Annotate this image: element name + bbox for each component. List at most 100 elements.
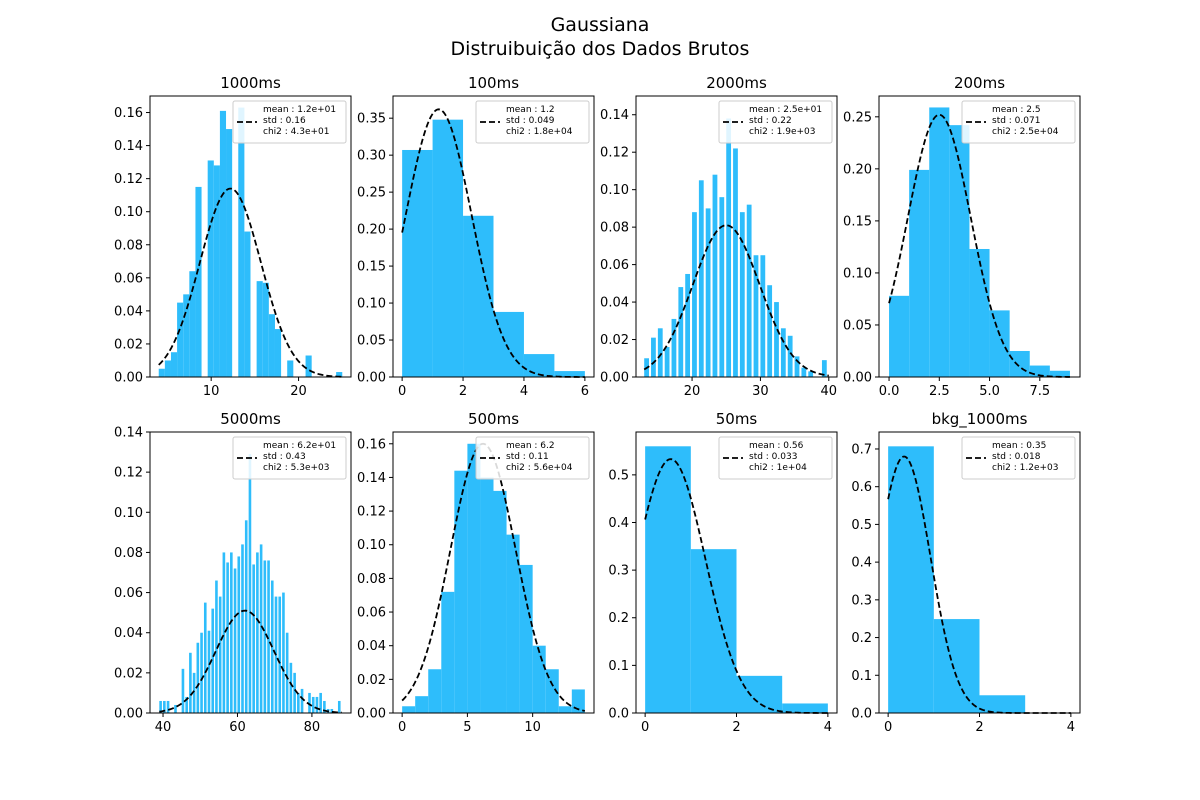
- histogram-bar: [753, 255, 759, 377]
- gaussian-fit-curve: [643, 224, 829, 377]
- legend-entry: chi2 : 4.3e+01: [263, 127, 329, 137]
- histogram-bar: [933, 619, 980, 713]
- legend-box: [232, 436, 347, 480]
- panel-title: 2000ms: [706, 74, 767, 92]
- legend-entry: mean : 2.5: [992, 105, 1041, 115]
- histogram-bar: [226, 129, 233, 377]
- x-tick-label: 2: [732, 720, 740, 735]
- panel-2000ms: 20 30 40 0.00 0.02 0.04 0.06 0.08 0.10 0.12 0.14 20…: [600, 74, 838, 399]
- y-tick-label: 0.04: [600, 296, 629, 311]
- panel-5000ms: 40 60 80 0.00 0.02 0.04 0.06 0.08 0.10 0.12 0.14 50…: [114, 410, 352, 735]
- histogram-bar: [244, 231, 251, 377]
- y-tick-label: 0.02: [114, 666, 143, 681]
- histogram-bar: [189, 652, 192, 713]
- histogram-bar: [989, 310, 1010, 377]
- axes-frame: [392, 431, 595, 714]
- y-tick-label: 0.10: [600, 183, 629, 198]
- y-tick-label: 0.02: [600, 333, 629, 348]
- figure-title-line2: Distruibuição dos Dados Brutos: [451, 38, 750, 60]
- histogram-bar: [203, 602, 207, 713]
- y-tick-label: 0.25: [357, 186, 386, 201]
- legend-entry: std : 0.033: [749, 452, 797, 462]
- y-tick-label: 0.4: [851, 556, 872, 571]
- histogram-bar: [463, 215, 494, 377]
- legend-entry: mean : 2.5e+01: [749, 105, 822, 115]
- x-tick-label: 30: [752, 384, 769, 399]
- y-tick-label: 0.1: [608, 659, 629, 674]
- legend-entry: chi2 : 5.3e+03: [263, 463, 329, 473]
- histogram-bar: [787, 335, 793, 377]
- legend-entry: chi2 : 5.6e+04: [506, 463, 573, 473]
- y-tick-label: 0.10: [357, 297, 386, 312]
- y-tick-label: 0.5: [608, 468, 629, 483]
- histogram-bar: [323, 700, 326, 713]
- y-tick-label: 0.05: [357, 334, 386, 349]
- histogram-bar: [252, 564, 255, 713]
- histogram-bar: [219, 110, 227, 377]
- histogram-bar: [733, 148, 738, 377]
- x-tick-label: 0: [884, 720, 892, 735]
- panel-200ms: 0.0 2.5 5.0 7.5 0.00 0.05 0.10 0.15 0.20 0.25 200m…: [843, 74, 1081, 399]
- histogram-bar: [467, 443, 481, 713]
- histogram-bar: [801, 367, 807, 377]
- histogram-bars: [888, 446, 1026, 713]
- gaussian-fit-curve: [888, 113, 1070, 378]
- y-tick-label: 0.00: [114, 371, 143, 386]
- histogram-bar: [664, 347, 670, 377]
- x-tick-label: 4: [824, 720, 832, 735]
- histogram-bar: [308, 692, 311, 713]
- histogram-bar: [293, 672, 296, 713]
- y-tick-label: 0.1: [851, 669, 872, 684]
- histogram-bar: [671, 318, 677, 377]
- y-tick-label: 0.00: [114, 707, 143, 722]
- histogram-bar: [909, 169, 930, 377]
- histogram-bar: [808, 371, 814, 377]
- y-tick-label: 0.14: [114, 139, 143, 154]
- x-tick-label: 0: [398, 720, 406, 735]
- histogram-bar: [888, 446, 934, 713]
- y-tick-label: 0.06: [600, 258, 629, 273]
- y-tick-label: 0.05: [843, 318, 872, 333]
- y-tick-label: 0.02: [357, 673, 386, 688]
- x-tick-label: 20: [684, 384, 701, 399]
- histogram-bar: [305, 355, 312, 377]
- legend-box: [475, 436, 590, 480]
- histogram-bar: [889, 295, 910, 377]
- histogram-bar: [297, 692, 300, 713]
- histogram-bar: [760, 255, 766, 377]
- y-tick-label: 0.12: [114, 172, 143, 187]
- panel-1000ms: 10 20 0.00 0.02 0.04 0.06 0.08 0.10 0.12 0.14 0.16…: [114, 74, 352, 399]
- panel-title: 5000ms: [220, 410, 281, 428]
- y-tick-label: 0.3: [851, 593, 872, 608]
- panel-title: bkg_1000ms: [932, 410, 1028, 429]
- y-tick-label: 0.10: [114, 205, 143, 220]
- histogram-bar: [159, 700, 162, 713]
- gaussian-fit-curve: [401, 108, 585, 378]
- y-tick-label: 0.06: [114, 271, 143, 286]
- legend-box: [232, 100, 347, 144]
- histogram-bar: [222, 552, 226, 713]
- y-tick-label: 0.08: [114, 546, 143, 561]
- histogram-bar: [196, 642, 200, 713]
- histogram-bar: [454, 470, 468, 713]
- histogram-bar: [929, 107, 950, 377]
- histogram-bar: [215, 580, 218, 713]
- figure-title-line1: Gaussiana: [551, 14, 650, 36]
- histogram-bar: [1029, 365, 1050, 377]
- legend-entry: chi2 : 2.5e+04: [992, 127, 1059, 137]
- x-tick-label: 6: [581, 384, 589, 399]
- histogram-bars: [889, 107, 1070, 377]
- histogram-bar: [415, 696, 429, 713]
- histogram-bar: [523, 354, 555, 377]
- y-tick-label: 0.04: [114, 626, 143, 641]
- panel-100ms: 0 2 4 6 0.00 0.05 0.10 0.15 0.20 0.25 0.30 0.35 100m…: [357, 74, 595, 399]
- y-tick-label: 0.12: [357, 505, 386, 520]
- histogram-bar: [278, 596, 282, 713]
- legend-entry: mean : 0.35: [992, 441, 1046, 451]
- legend-entry: mean : 0.56: [749, 441, 804, 451]
- panel-title: 50ms: [716, 410, 758, 428]
- x-tick-label: 10: [524, 720, 541, 735]
- legend-box: [718, 436, 833, 480]
- histogram-bar: [256, 552, 259, 713]
- histogram-bar: [207, 160, 214, 377]
